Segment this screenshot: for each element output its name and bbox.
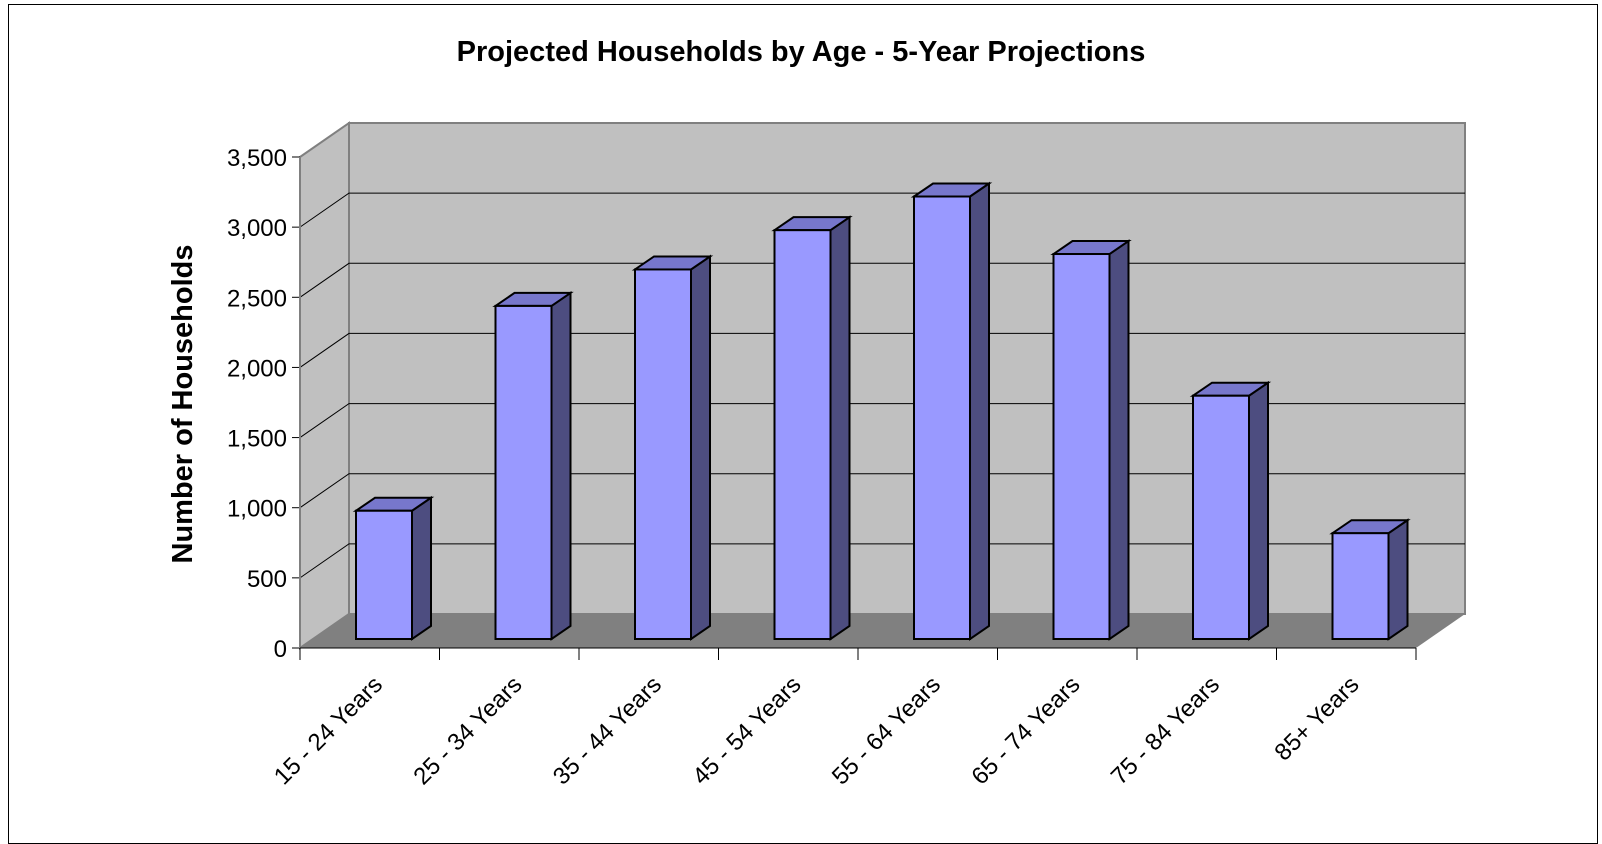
bar-front <box>913 195 971 640</box>
bar-1 <box>352 495 435 641</box>
y-tick-label: 1,500 <box>227 426 287 453</box>
y-tick-label: 500 <box>247 566 287 593</box>
bar-side <box>1248 380 1269 641</box>
bar-side <box>1387 518 1409 641</box>
bar-front <box>1192 394 1250 640</box>
x-tick-labels: 15 - 24 Years 25 - 34 Years 35 - 44 Years 4… <box>269 671 1365 790</box>
bar-front <box>355 509 413 640</box>
bar-2 <box>492 291 574 641</box>
x-tick-label: 25 - 34 Years <box>408 671 527 790</box>
bar-7 <box>1189 380 1272 641</box>
x-tick-label: 85+ Years <box>1269 671 1364 766</box>
y-axis-label: Number of Households <box>167 244 199 563</box>
y-tick-label: 2,000 <box>227 355 287 382</box>
x-tick-label: 55 - 64 Years <box>827 671 946 790</box>
y-tick-label: 3,500 <box>227 145 287 172</box>
bar-front <box>773 229 832 641</box>
bar-side <box>829 215 851 641</box>
y-tick-label: 1,000 <box>227 496 287 523</box>
axes <box>292 156 1417 660</box>
y-tick-label: 3,000 <box>227 215 287 242</box>
chart-walls <box>299 121 1466 650</box>
y-tick-label: 0 <box>274 636 287 663</box>
y-tick-label: 2,500 <box>227 285 287 312</box>
bar-front <box>1331 532 1390 641</box>
bar-front <box>1052 253 1111 641</box>
bar-side <box>690 254 711 641</box>
bar-8 <box>1329 518 1411 641</box>
x-tick-label: 15 - 24 Years <box>269 671 388 790</box>
bar-front <box>494 304 553 640</box>
bar-side <box>1108 239 1130 641</box>
bar-front <box>634 268 692 640</box>
bar-5 <box>910 181 993 641</box>
floor <box>300 614 1465 648</box>
x-tick-label: 35 - 44 Years <box>548 671 667 790</box>
x-tick-label: 65 - 74 Years <box>966 671 1085 790</box>
x-tick-label: 45 - 54 Years <box>687 671 806 790</box>
bars <box>352 181 1411 641</box>
gridline <box>299 192 1465 228</box>
side-wall <box>299 121 350 650</box>
x-tick-label: 75 - 84 Years <box>1106 671 1225 790</box>
y-tick-labels: 0 500 1,000 1,500 2,000 2,500 3,000 3,500 <box>227 145 287 663</box>
bar-side <box>550 291 572 641</box>
bar-4 <box>771 215 853 641</box>
bar-side <box>969 181 990 641</box>
chart-title: Projected Households by Age - 5-Year Pro… <box>456 36 1146 68</box>
bar-3 <box>631 254 714 641</box>
bar-side <box>411 495 432 641</box>
bar-6 <box>1050 239 1132 641</box>
